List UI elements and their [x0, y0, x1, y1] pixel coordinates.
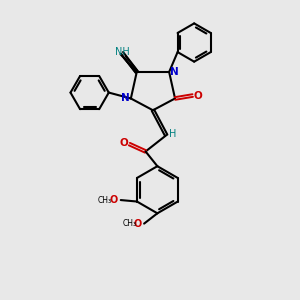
- Text: O: O: [109, 195, 118, 205]
- Text: O: O: [119, 138, 128, 148]
- Text: CH₃: CH₃: [122, 219, 136, 228]
- Text: N: N: [170, 67, 179, 77]
- Text: N: N: [121, 94, 130, 103]
- Text: H: H: [169, 129, 176, 139]
- Text: O: O: [134, 219, 142, 229]
- Text: NH: NH: [115, 47, 129, 57]
- Text: CH₃: CH₃: [98, 196, 112, 205]
- Text: O: O: [194, 91, 202, 100]
